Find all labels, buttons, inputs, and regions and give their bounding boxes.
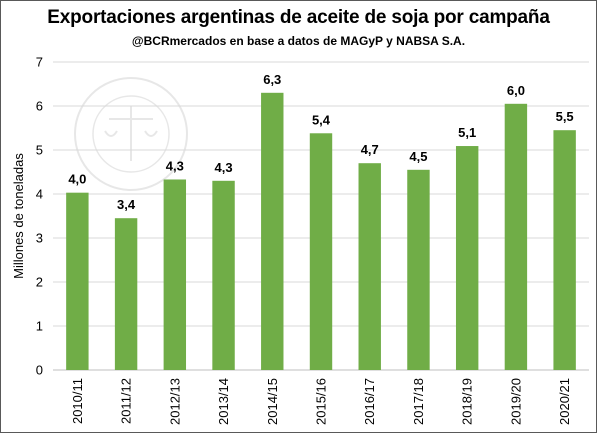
- chart-title: Exportaciones argentinas de aceite de so…: [47, 7, 550, 28]
- bars: [66, 92, 576, 371]
- x-tick-label: 2017/18: [411, 378, 426, 425]
- data-label: 6,3: [263, 72, 281, 87]
- bar: [358, 163, 381, 370]
- y-tick-label: 6: [36, 99, 43, 114]
- x-tick-label: 2019/20: [508, 378, 523, 425]
- watermark-seal: [74, 77, 188, 191]
- bar: [553, 130, 576, 370]
- data-label: 3,4: [117, 197, 136, 212]
- data-label: 5,5: [556, 109, 574, 124]
- chart-subtitle: @BCRmercados en base a datos de MAGyP y …: [131, 34, 466, 48]
- bar: [114, 218, 138, 370]
- data-label: 5,4: [312, 112, 331, 127]
- x-tick-label: 2018/19: [460, 378, 475, 425]
- y-tick-label: 2: [36, 275, 43, 290]
- y-tick-label: 4: [36, 187, 43, 202]
- data-label: 4,3: [215, 160, 233, 175]
- bar: [261, 92, 284, 371]
- bar: [309, 133, 333, 370]
- bar: [504, 103, 528, 371]
- y-axis-ticks: 0 1 2 3 4 5 6 7: [36, 55, 43, 378]
- x-tick-label: 2014/15: [265, 378, 280, 425]
- x-tick-label: 2010/11: [70, 378, 85, 424]
- bar: [455, 146, 479, 370]
- data-labels: 4,0 3,4 4,3 4,3 6,3 5,4 4,7 4,5 5,1 6,0 5,5: [68, 72, 573, 212]
- bar: [163, 179, 187, 370]
- x-tick-label: 2012/13: [167, 378, 182, 425]
- data-label: 4,3: [166, 158, 184, 173]
- bar: [212, 180, 235, 370]
- y-axis-label: Millones de toneladas: [11, 153, 26, 279]
- x-axis-ticks: 2010/11 2011/12 2012/13 2013/14 2014/15 2015/…: [70, 378, 572, 425]
- y-tick-label: 7: [36, 55, 43, 70]
- y-tick-label: 3: [36, 231, 43, 246]
- bar: [407, 169, 430, 370]
- y-tick-label: 1: [36, 319, 43, 334]
- bar: [66, 192, 89, 370]
- data-label: 4,5: [409, 149, 427, 164]
- y-tick-label: 0: [36, 363, 43, 378]
- data-label: 4,0: [68, 172, 86, 187]
- x-tick-label: 2016/17: [362, 378, 377, 425]
- x-tick-label: 2020/21: [557, 378, 572, 425]
- x-tick-label: 2011/12: [119, 378, 134, 424]
- data-label: 5,1: [458, 125, 476, 140]
- data-label: 4,7: [361, 142, 379, 157]
- x-tick-label: 2013/14: [216, 378, 231, 425]
- y-tick-label: 5: [36, 143, 43, 158]
- x-tick-label: 2015/16: [314, 378, 329, 425]
- data-label: 6,0: [507, 83, 525, 98]
